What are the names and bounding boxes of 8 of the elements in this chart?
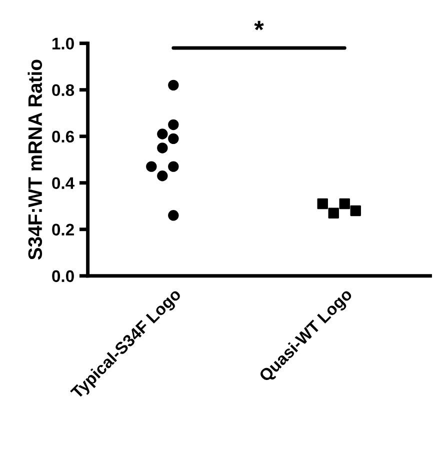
y-tick-label: 0.6 (52, 130, 74, 143)
y-axis-title: S34F:WT mRNA Ratio (28, 60, 42, 260)
text: * (254, 20, 264, 30)
y-tick-label: 0.0 (52, 270, 74, 282)
y-tick-label: 0.8 (52, 84, 74, 96)
y-tick-label: 0.4 (52, 177, 75, 190)
y-tick-label: 1.0 (52, 38, 74, 50)
y-tick-label: 0.2 (52, 224, 74, 236)
